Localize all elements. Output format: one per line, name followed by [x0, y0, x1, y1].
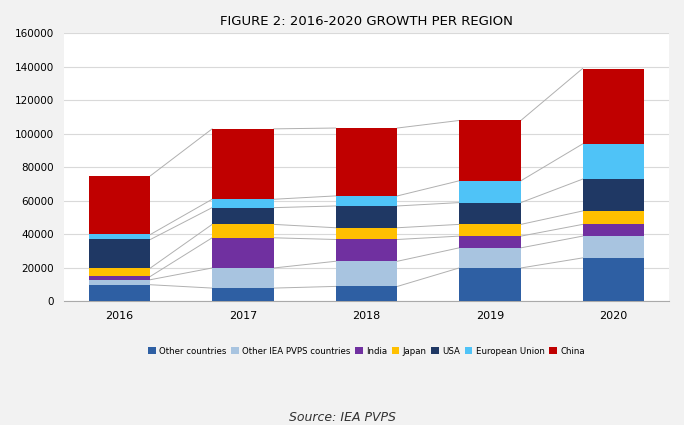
Bar [459, 236, 521, 248]
Bar [89, 176, 150, 235]
Bar [89, 276, 150, 280]
Bar [336, 286, 397, 301]
Bar [583, 224, 644, 236]
Text: Source: IEA PVPS: Source: IEA PVPS [289, 411, 395, 424]
Bar [583, 144, 644, 179]
Bar [583, 236, 644, 258]
Bar [212, 288, 274, 301]
Title: FIGURE 2: 2016-2020 GROWTH PER REGION: FIGURE 2: 2016-2020 GROWTH PER REGION [220, 15, 513, 28]
Bar [212, 268, 274, 288]
Bar [583, 68, 644, 144]
Bar [459, 181, 521, 203]
Bar [583, 258, 644, 301]
Bar [583, 179, 644, 211]
Bar [459, 224, 521, 236]
Bar [212, 129, 274, 199]
Bar [212, 199, 274, 208]
Bar [336, 261, 397, 286]
Bar [212, 238, 274, 268]
Bar [336, 128, 397, 196]
Bar [89, 280, 150, 285]
Bar [89, 239, 150, 268]
Legend: Other countries, Other IEA PVPS countries, India, Japan, USA, European Union, Ch: Other countries, Other IEA PVPS countrie… [145, 343, 588, 359]
Bar [583, 211, 644, 224]
Bar [212, 208, 274, 224]
Bar [459, 268, 521, 301]
Bar [212, 224, 274, 238]
Bar [336, 206, 397, 228]
Bar [89, 235, 150, 239]
Bar [336, 228, 397, 239]
Bar [459, 248, 521, 268]
Bar [89, 268, 150, 276]
Bar [336, 239, 397, 261]
Bar [89, 285, 150, 301]
Bar [336, 196, 397, 206]
Bar [459, 203, 521, 224]
Bar [459, 120, 521, 181]
